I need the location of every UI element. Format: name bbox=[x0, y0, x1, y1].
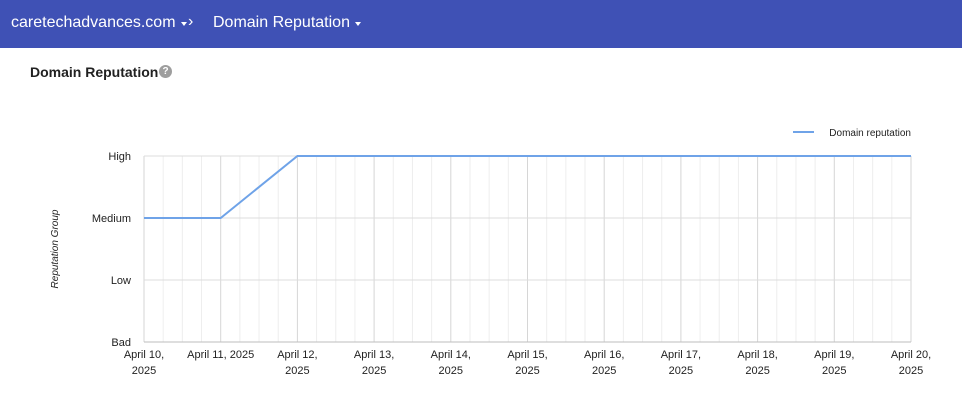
caret-down-icon bbox=[354, 22, 361, 26]
domain-name: caretechadvances.com bbox=[11, 14, 176, 31]
page-name: Domain Reputation bbox=[213, 14, 350, 31]
top-bar: caretechadvances.com › Domain Reputation bbox=[0, 0, 962, 48]
page-selector[interactable]: Domain Reputation bbox=[213, 14, 361, 32]
help-icon[interactable]: ? bbox=[159, 65, 172, 78]
x-tick-label: April 19, 2025 bbox=[814, 349, 854, 377]
x-tick-label: April 18, 2025 bbox=[737, 349, 777, 377]
x-tick-label: April 14, 2025 bbox=[431, 349, 471, 377]
y-tick-label: Bad bbox=[111, 337, 131, 349]
x-tick-label: April 15, 2025 bbox=[507, 349, 547, 377]
y-tick-label: Medium bbox=[92, 213, 131, 225]
x-tick-label: April 10, 2025 bbox=[124, 349, 164, 377]
x-tick-label: April 16, 2025 bbox=[584, 349, 624, 377]
x-tick-label: April 12, 2025 bbox=[277, 349, 317, 377]
x-tick-label: April 13, 2025 bbox=[354, 349, 394, 377]
x-tick-label: April 20, 2025 bbox=[891, 349, 931, 377]
x-tick-label: April 11, 2025 bbox=[187, 349, 254, 361]
domain-selector[interactable]: caretechadvances.com bbox=[11, 14, 187, 32]
card-title: Domain Reputation bbox=[30, 64, 159, 80]
caret-down-icon bbox=[180, 22, 187, 26]
chevron-right-icon: › bbox=[188, 13, 194, 30]
legend-label: Domain reputation bbox=[829, 128, 911, 139]
y-axis-label: Reputation Group bbox=[50, 209, 61, 288]
y-tick-label: Low bbox=[111, 275, 131, 287]
y-tick-label: High bbox=[108, 151, 131, 163]
x-tick-label: April 17, 2025 bbox=[661, 349, 701, 377]
